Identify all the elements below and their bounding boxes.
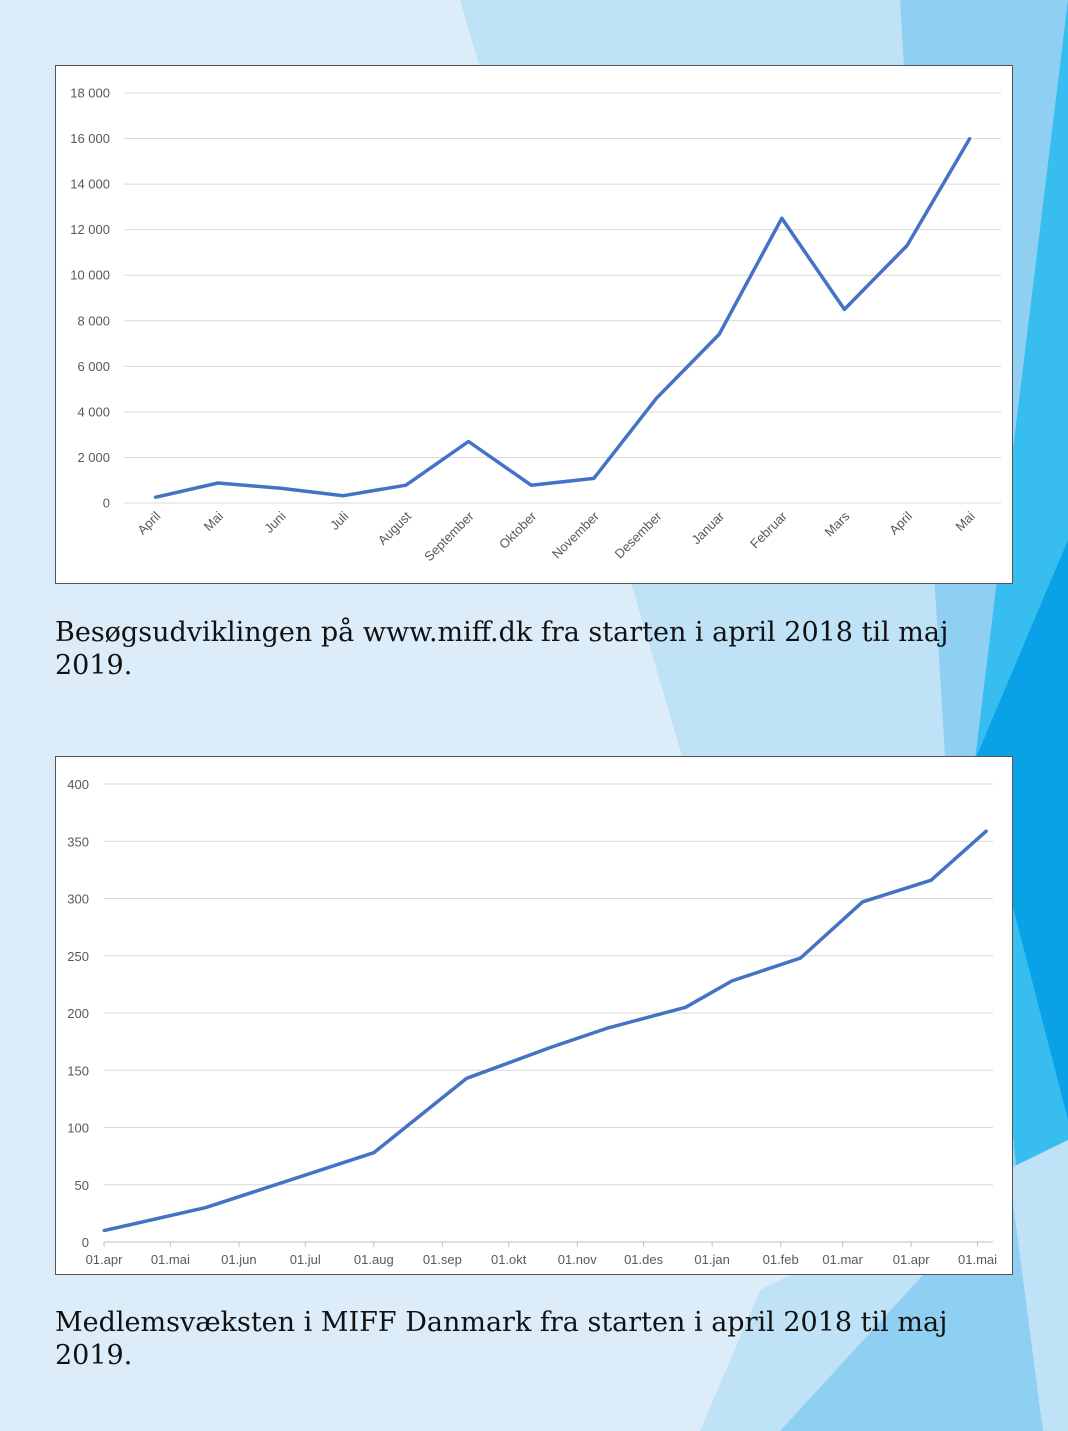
- y-tick-label: 2 000: [77, 450, 110, 465]
- x-tick-label: Februar: [747, 508, 790, 551]
- data-point: [968, 137, 972, 141]
- x-tick-label: Oktober: [496, 508, 540, 552]
- x-tick-label: Januar: [689, 508, 728, 547]
- x-tick-label: 01.feb: [763, 1252, 799, 1267]
- members-caption: Medlemsvæksten i MIFF Danmark fra starte…: [55, 1307, 948, 1371]
- data-point: [204, 1206, 208, 1210]
- y-tick-label: 250: [67, 949, 89, 964]
- members-series-line: [103, 829, 988, 1233]
- x-tick-label: September: [421, 508, 477, 564]
- y-tick-label: 18 000: [70, 86, 110, 101]
- data-point: [549, 1045, 553, 1049]
- data-point: [592, 476, 596, 480]
- x-tick-label: August: [375, 508, 414, 547]
- x-tick-label: Juli: [327, 508, 351, 532]
- x-tick-label: Juni: [261, 508, 289, 536]
- visits-chart-x-axis: April Mai Juni Juli August September Oktober No…: [134, 508, 977, 564]
- visits-chart: 0 2 000 4 000 6 000 8 000 10 000 12 000 14 000 1…: [55, 65, 1013, 584]
- y-tick-label: 4 000: [77, 404, 110, 419]
- y-tick-label: 6 000: [77, 359, 110, 374]
- members-chart-gridlines: [104, 783, 993, 1243]
- bg-shape-dark-right: [975, 540, 1068, 1120]
- y-tick-label: 350: [67, 834, 89, 849]
- x-tick-label: 01.mai: [958, 1252, 997, 1267]
- y-tick-label: 400: [67, 777, 89, 792]
- visits-chart-svg: 0 2 000 4 000 6 000 8 000 10 000 12 000 14 000 1…: [70, 86, 1001, 564]
- x-tick-label: November: [549, 508, 602, 561]
- x-tick-label: Desember: [612, 508, 665, 561]
- x-tick-label: 01.nov: [558, 1252, 598, 1267]
- data-point: [799, 956, 803, 960]
- members-chart-points: [102, 829, 988, 1233]
- y-tick-label: 0: [82, 1235, 89, 1250]
- data-point: [842, 307, 846, 311]
- y-tick-label: 14 000: [70, 177, 110, 192]
- data-point: [654, 396, 658, 400]
- data-point: [153, 495, 157, 499]
- data-point: [929, 878, 933, 882]
- x-tick-label: 01.aug: [354, 1252, 394, 1267]
- data-point: [861, 900, 865, 904]
- y-tick-label: 200: [67, 1006, 89, 1021]
- data-point: [102, 1229, 106, 1233]
- data-point: [717, 332, 721, 336]
- visits-chart-points: [153, 137, 972, 499]
- x-tick-label: April: [134, 508, 163, 537]
- x-tick-label: April: [886, 508, 915, 537]
- data-point: [905, 244, 909, 248]
- x-tick-label: 01.jul: [290, 1252, 321, 1267]
- members-chart: 0 50 100 150 200 250 300 350 400 01.apr 01.mai 01.…: [55, 756, 1013, 1275]
- visits-chart-y-axis: 0 2 000 4 000 6 000 8 000 10 000 12 000 14 000 1…: [70, 86, 110, 511]
- x-tick-label: Mai: [952, 508, 977, 533]
- y-tick-label: 8 000: [77, 313, 110, 328]
- y-tick-label: 12 000: [70, 222, 110, 237]
- x-tick-label: 01.jun: [221, 1252, 256, 1267]
- y-tick-label: 10 000: [70, 268, 110, 283]
- x-tick-label: 01.apr: [86, 1252, 124, 1267]
- y-tick-label: 0: [103, 496, 110, 511]
- x-tick-label: Mai: [201, 508, 226, 533]
- visits-caption: Besøgsudviklingen på www.miff.dk fra sta…: [55, 617, 949, 681]
- data-point: [984, 829, 988, 833]
- data-point: [341, 494, 345, 498]
- visits-chart-gridlines: [124, 92, 1001, 504]
- data-point: [404, 483, 408, 487]
- data-point: [606, 1026, 610, 1030]
- y-tick-label: 16 000: [70, 131, 110, 146]
- data-point: [684, 1005, 688, 1009]
- visits-series-line: [154, 137, 972, 500]
- x-tick-label: 01.mar: [822, 1252, 863, 1267]
- data-point: [279, 486, 283, 490]
- data-point: [780, 216, 784, 220]
- data-point: [467, 440, 471, 443]
- x-tick-label: 01.des: [624, 1252, 664, 1267]
- members-chart-y-axis: 0 50 100 150 200 250 300 350 400: [67, 777, 89, 1250]
- x-tick-label: Mars: [821, 508, 852, 539]
- x-tick-label: 01.apr: [893, 1252, 931, 1267]
- y-tick-label: 150: [67, 1063, 89, 1078]
- y-tick-label: 50: [75, 1178, 89, 1193]
- x-tick-label: 01.okt: [491, 1252, 527, 1267]
- data-point: [465, 1076, 469, 1080]
- data-point: [216, 481, 220, 485]
- y-tick-label: 100: [67, 1121, 89, 1136]
- y-tick-label: 300: [67, 892, 89, 907]
- data-point: [372, 1151, 376, 1155]
- data-point: [529, 483, 533, 487]
- x-tick-label: 01.sep: [423, 1252, 462, 1267]
- x-tick-label: 01.mai: [151, 1252, 190, 1267]
- x-tick-label: 01.jan: [694, 1252, 729, 1267]
- members-chart-x-axis: 01.apr 01.mai 01.jun 01.jul 01.aug 01.sep 01.o…: [86, 1241, 997, 1267]
- data-point: [730, 979, 734, 983]
